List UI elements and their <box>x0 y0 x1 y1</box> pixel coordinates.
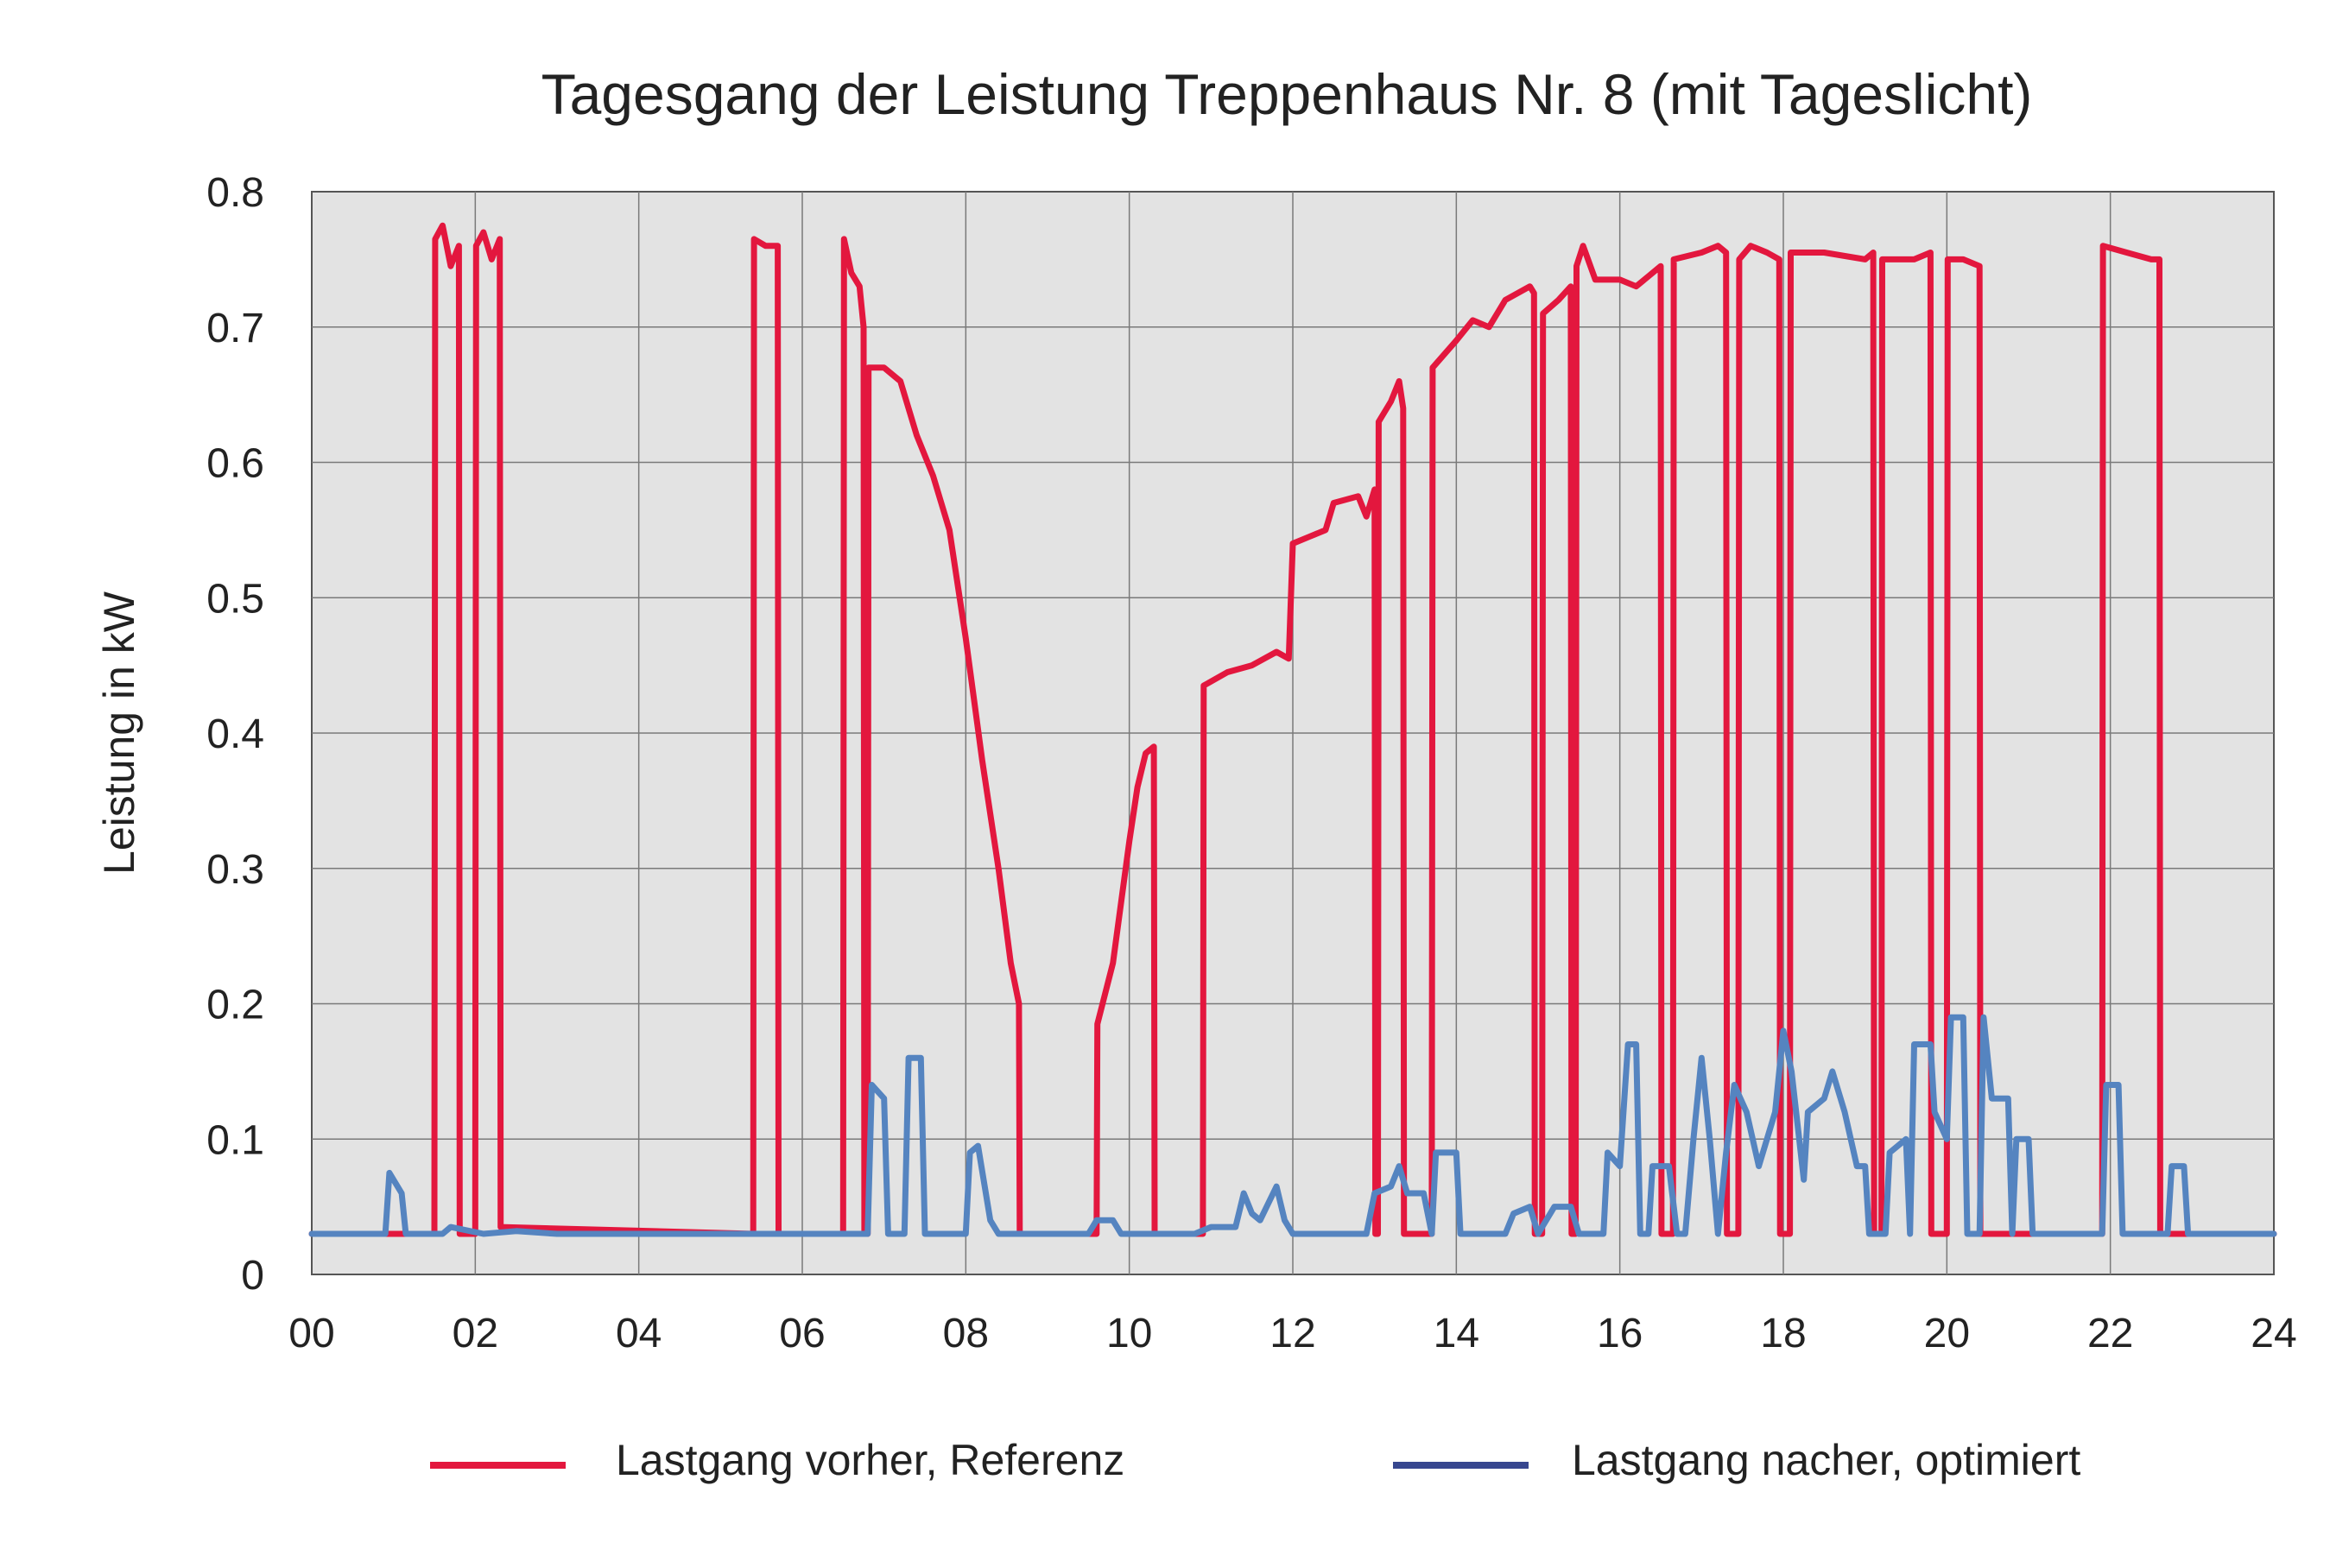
y-tick-label: 0.8 <box>206 170 264 216</box>
chart-title: Tagesgang der Leistung Treppenhaus Nr. 8… <box>541 62 2033 126</box>
x-tick-label: 22 <box>2087 1311 2133 1356</box>
series-lines <box>308 222 2277 1237</box>
y-tick-label: 0.1 <box>206 1117 264 1163</box>
y-tick-label: 0.3 <box>206 847 264 893</box>
x-axis-ticks: 00 02 04 06 08 10 12 14 16 18 20 22 24 <box>288 1311 2296 1356</box>
series-line-referenz <box>308 222 2277 1237</box>
x-tick-label: 14 <box>1434 1311 1479 1356</box>
x-tick-label: 06 <box>779 1311 825 1356</box>
legend-label: Lastgang vorher, Referenz <box>616 1436 1124 1484</box>
y-tick-label: 0 <box>241 1253 264 1299</box>
y-axis-label: Leistung in kW <box>95 591 143 875</box>
x-tick-label: 02 <box>453 1311 498 1356</box>
y-axis-ticks: 0 0.1 0.2 0.3 0.4 0.5 0.6 0.7 0.8 <box>206 170 264 1299</box>
x-tick-label: 16 <box>1597 1311 1643 1356</box>
x-tick-label: 08 <box>943 1311 989 1356</box>
x-tick-label: 20 <box>1924 1311 1970 1356</box>
x-tick-label: 00 <box>288 1311 334 1356</box>
y-tick-label: 0.5 <box>206 576 264 622</box>
y-tick-label: 0.6 <box>206 441 264 487</box>
series-line-optimiert <box>308 1014 2277 1237</box>
legend: Lastgang vorher, Referenz Lastgang nacher… <box>430 1436 2080 1484</box>
y-tick-label: 0.7 <box>206 306 264 351</box>
y-tick-label: 0.4 <box>206 711 264 757</box>
x-tick-label: 04 <box>616 1311 662 1356</box>
x-tick-label: 24 <box>2251 1311 2296 1356</box>
y-tick-label: 0.2 <box>206 983 264 1028</box>
x-tick-label: 10 <box>1106 1311 1152 1356</box>
legend-label: Lastgang nacher, optimiert <box>1572 1436 2080 1484</box>
x-tick-label: 18 <box>1760 1311 1806 1356</box>
x-tick-label: 12 <box>1269 1311 1315 1356</box>
